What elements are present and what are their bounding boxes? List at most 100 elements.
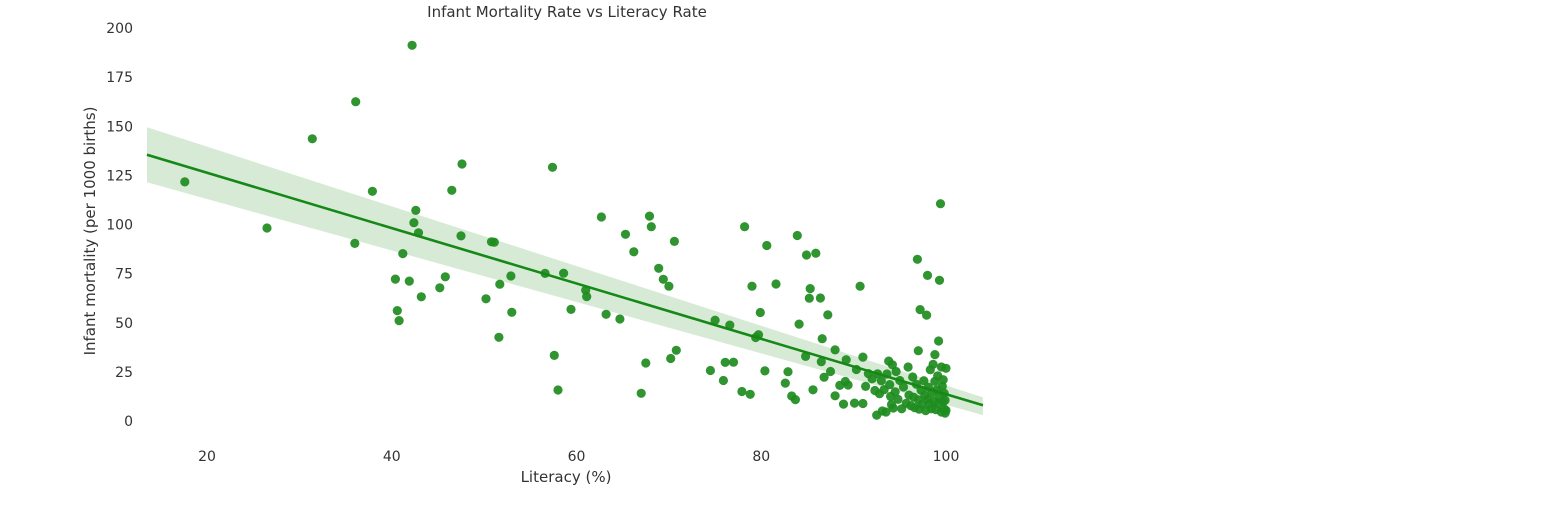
data-point (780, 378, 790, 388)
data-point (636, 388, 646, 398)
data-point (416, 292, 426, 302)
data-point (615, 314, 625, 324)
data-point (666, 353, 676, 364)
data-point (390, 274, 400, 284)
data-point (922, 310, 932, 320)
x-tick-label: 60 (568, 449, 586, 465)
data-point (646, 222, 656, 232)
data-point (447, 185, 457, 195)
data-point (783, 367, 793, 377)
data-point (838, 399, 849, 409)
x-tick-label: 100 (933, 449, 960, 465)
data-point (494, 332, 504, 342)
y-tick-label: 200 (106, 21, 133, 37)
data-point (457, 159, 467, 169)
data-point (392, 306, 402, 316)
data-point (755, 307, 765, 318)
data-point (456, 231, 466, 241)
data-point (823, 310, 833, 320)
y-tick-label: 50 (115, 316, 133, 332)
data-point (819, 372, 829, 382)
data-point (825, 366, 836, 377)
data-point (664, 281, 674, 291)
data-point (790, 395, 801, 405)
data-point (888, 403, 898, 413)
data-point (885, 380, 895, 390)
data-point (559, 268, 569, 278)
data-point (411, 205, 421, 215)
data-point (815, 293, 826, 303)
data-point (792, 230, 802, 241)
x-tick-labels: 20 40 60 80 100 (198, 449, 959, 465)
regression-line-layer (146, 153, 984, 407)
x-tick-label: 20 (198, 449, 216, 465)
data-point (830, 391, 840, 401)
data-point (596, 212, 607, 222)
data-point (804, 293, 814, 303)
y-tick-label: 150 (106, 119, 133, 135)
data-point (891, 366, 901, 377)
data-point (669, 236, 680, 246)
data-point (887, 360, 898, 370)
data-point (409, 218, 419, 228)
regression-line (146, 153, 984, 407)
data-point (934, 275, 945, 285)
data-point (398, 249, 408, 259)
data-point (435, 283, 445, 293)
data-point (876, 376, 886, 386)
data-point (941, 405, 951, 415)
x-tick-label: 80 (752, 449, 770, 465)
data-point (805, 284, 815, 294)
data-point (830, 345, 840, 355)
data-point (843, 380, 853, 390)
y-tick-label: 0 (124, 414, 133, 430)
data-point (771, 279, 781, 289)
data-point (794, 319, 804, 329)
data-point (816, 357, 826, 367)
data-point (737, 386, 747, 397)
data-point (720, 357, 730, 367)
y-tick-label: 75 (115, 267, 133, 283)
data-point (935, 199, 946, 209)
y-tick-label: 175 (106, 70, 133, 86)
data-point (507, 307, 517, 317)
data-point (919, 376, 929, 386)
data-point (629, 247, 639, 257)
data-point (858, 352, 868, 362)
data-point (620, 229, 631, 239)
data-point (644, 211, 655, 221)
y-tick-label: 125 (106, 168, 133, 184)
data-point (941, 363, 951, 373)
y-axis-label: Infant mortality (per 1000 births) (81, 107, 99, 356)
data-point (841, 355, 851, 365)
data-point (898, 382, 909, 392)
data-point (710, 315, 720, 325)
data-point (938, 375, 948, 385)
y-tick-label: 100 (106, 218, 133, 234)
x-axis-label: Literacy (%) (521, 468, 612, 486)
data-point (855, 281, 865, 291)
data-point (671, 345, 681, 355)
data-point (440, 272, 450, 282)
data-point (811, 248, 821, 258)
data-point (495, 279, 505, 289)
data-point (307, 134, 317, 144)
data-point (180, 177, 190, 187)
data-point (849, 398, 860, 408)
data-point (745, 389, 755, 399)
data-point (582, 292, 592, 302)
data-point (903, 362, 913, 372)
data-point (760, 366, 770, 376)
data-point (641, 358, 651, 368)
data-point (262, 223, 272, 233)
data-point (922, 270, 933, 280)
data-point (881, 407, 891, 417)
data-point (394, 316, 404, 326)
data-point (407, 40, 417, 50)
data-point (915, 305, 925, 315)
data-point (601, 309, 611, 319)
data-point (934, 336, 944, 346)
data-point (930, 350, 940, 360)
data-point (908, 372, 918, 382)
x-tick-label: 40 (383, 449, 401, 465)
